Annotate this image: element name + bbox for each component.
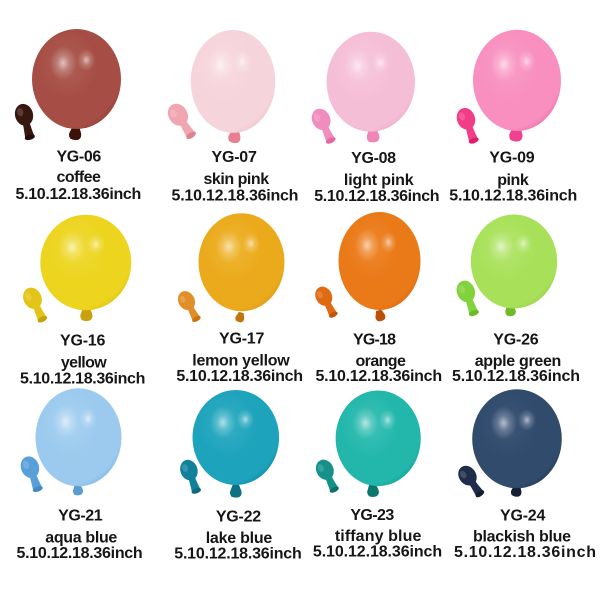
- svg-text:5.10.12.18.36inch: 5.10.12.18.36inch: [172, 188, 299, 205]
- svg-text:YG-22: YG-22: [216, 509, 261, 526]
- svg-text:YG-07: YG-07: [212, 149, 257, 166]
- svg-text:5.10.12.18.36inch: 5.10.12.18.36inch: [454, 544, 596, 561]
- svg-text:5.10.12.18.36inch: 5.10.12.18.36inch: [452, 368, 580, 385]
- svg-text:5.10.12.18.36inch: 5.10.12.18.36inch: [17, 545, 143, 562]
- svg-text:YG-23: YG-23: [350, 507, 394, 524]
- svg-text:YG-21: YG-21: [58, 508, 103, 525]
- svg-text:5.10.12.18.36inch: 5.10.12.18.36inch: [176, 368, 303, 385]
- svg-text:apple green: apple green: [475, 353, 562, 370]
- svg-text:coffee: coffee: [57, 169, 101, 186]
- svg-text:skin pink: skin pink: [204, 171, 270, 188]
- svg-text:5.10.12.18.36inch: 5.10.12.18.36inch: [449, 188, 577, 205]
- svg-text:5.10.12.18.36inch: 5.10.12.18.36inch: [16, 186, 142, 203]
- svg-text:YG-17: YG-17: [219, 331, 264, 348]
- svg-text:YG-08: YG-08: [351, 150, 396, 167]
- svg-text:YG-16: YG-16: [60, 333, 105, 350]
- svg-text:yellow: yellow: [61, 354, 107, 371]
- svg-text:5.10.12.18.36inch: 5.10.12.18.36inch: [174, 546, 302, 563]
- svg-text:lake blue: lake blue: [206, 530, 273, 547]
- svg-text:YG-24: YG-24: [500, 508, 545, 525]
- svg-text:aqua blue: aqua blue: [45, 530, 117, 547]
- svg-text:YG-09: YG-09: [489, 150, 534, 167]
- svg-text:5.10.12.18.36inch: 5.10.12.18.36inch: [316, 368, 443, 385]
- svg-text:5.10.12.18.36inch: 5.10.12.18.36inch: [313, 544, 442, 561]
- svg-text:blackish blue: blackish blue: [473, 528, 571, 545]
- svg-text:YG-18: YG-18: [353, 331, 396, 348]
- svg-text:pink: pink: [497, 172, 529, 189]
- svg-text:tiffany blue: tiffany blue: [335, 528, 422, 545]
- svg-text:lemon yellow: lemon yellow: [192, 352, 290, 369]
- svg-text:light pink: light pink: [344, 172, 414, 189]
- svg-text:5.10.12.18.36inch: 5.10.12.18.36inch: [314, 188, 439, 205]
- svg-text:YG-26: YG-26: [493, 332, 538, 349]
- svg-text:5.10.12.18.36inch: 5.10.12.18.36inch: [20, 370, 145, 387]
- svg-text:orange: orange: [356, 353, 406, 370]
- svg-text:YG-06: YG-06: [57, 149, 102, 166]
